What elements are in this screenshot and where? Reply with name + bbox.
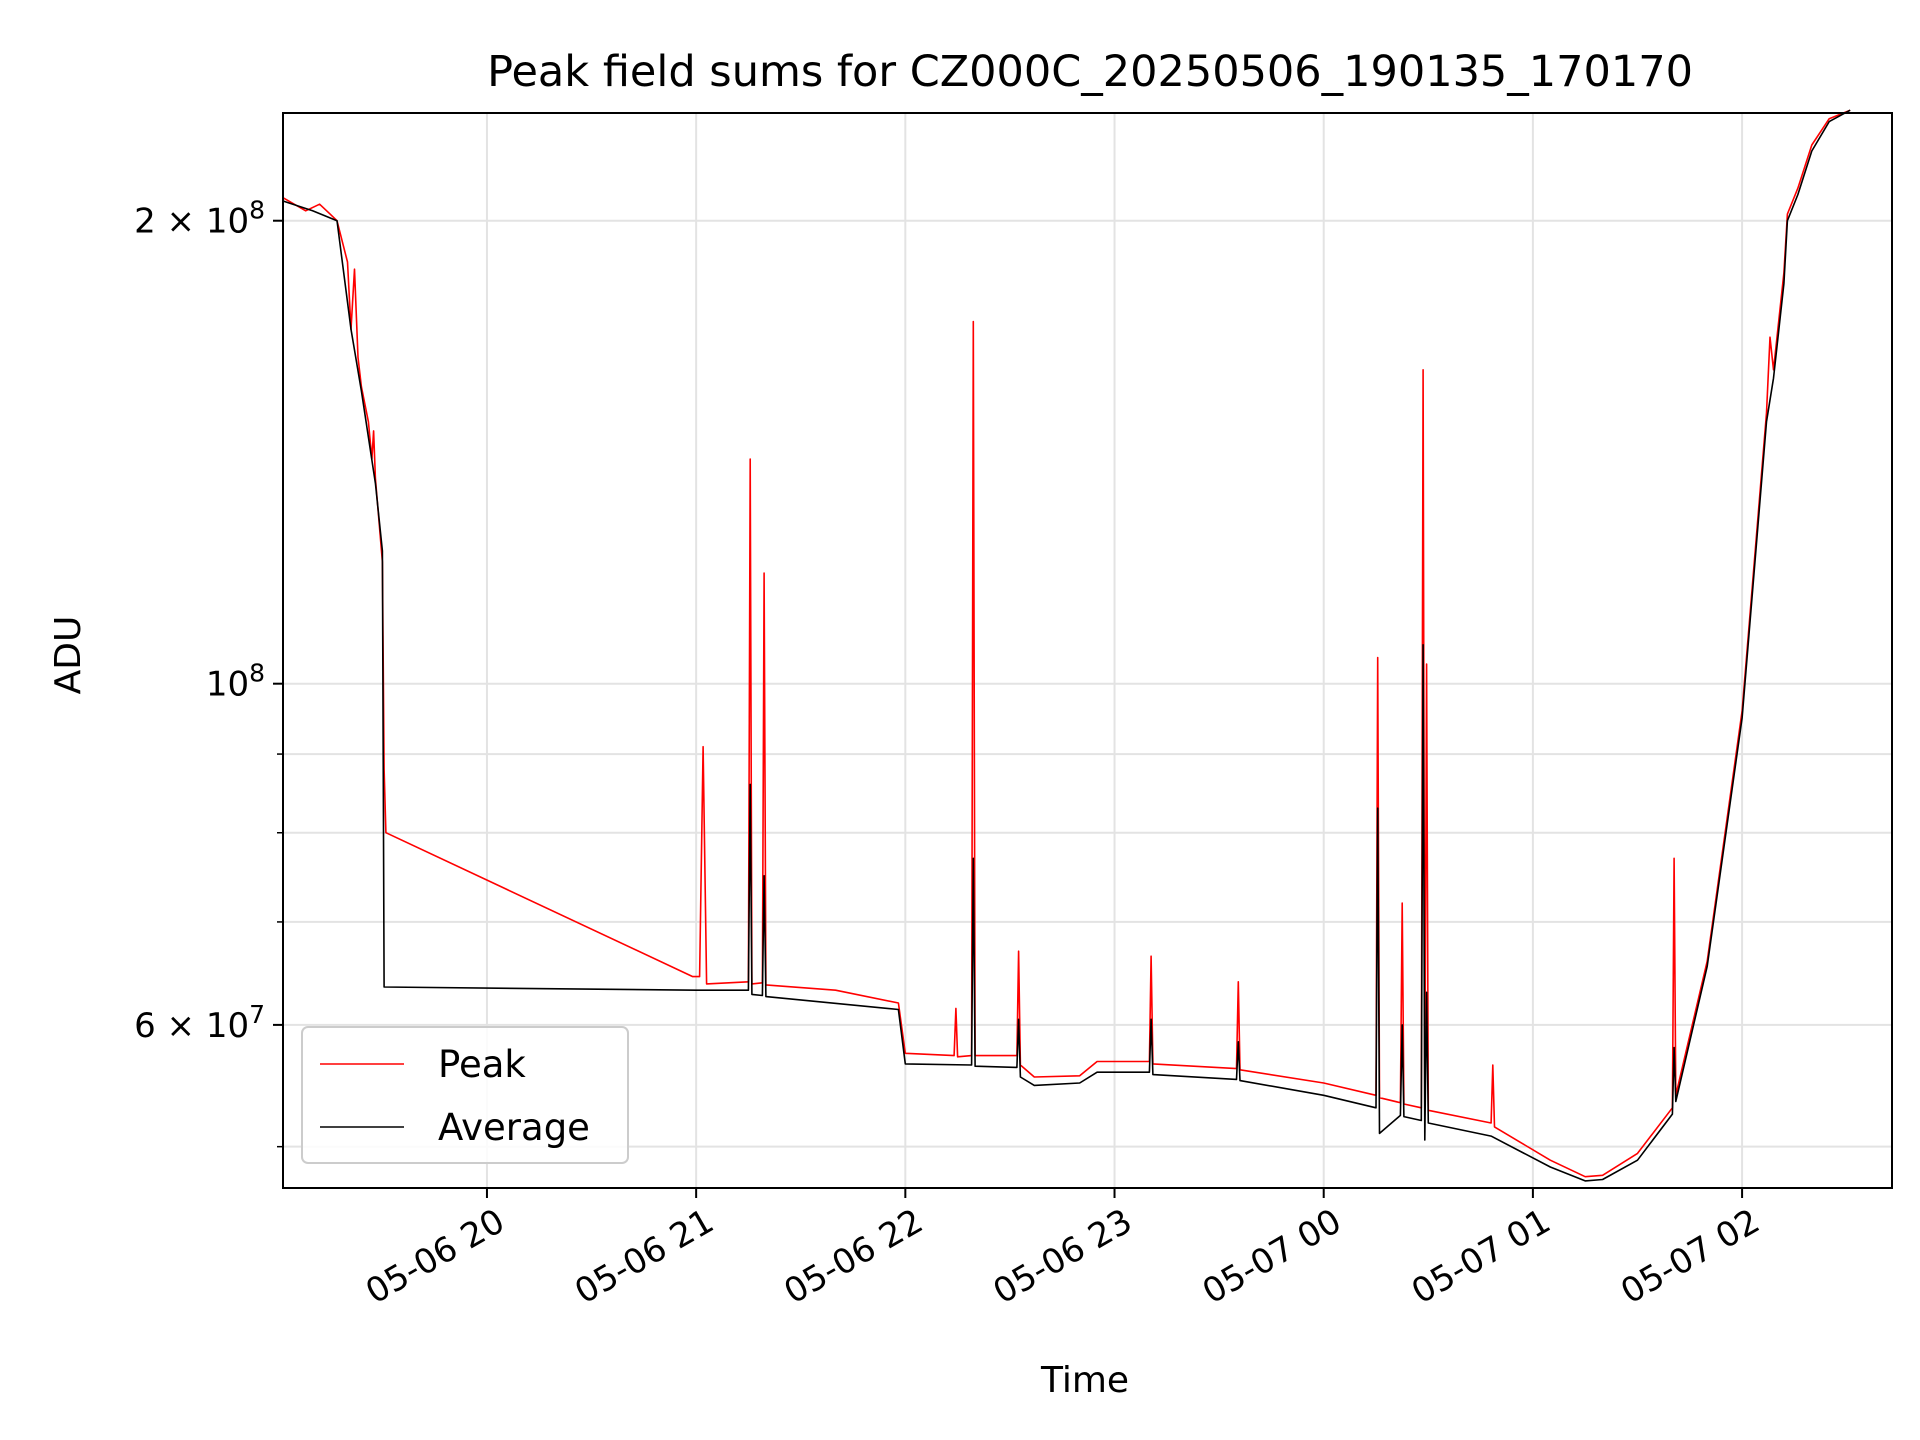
y-tick-label: 6 × 107 [134, 1000, 265, 1046]
y-tick-label-exponent: 8 [249, 659, 265, 688]
legend-label-peak: Peak [438, 1043, 526, 1086]
y-tick-label-exponent: 8 [249, 196, 265, 225]
y-tick-label: 108 [206, 659, 265, 705]
plot-frame [282, 112, 1893, 1189]
y-tick-label-exponent: 7 [249, 1000, 265, 1029]
y-tick-label: 2 × 108 [134, 196, 265, 242]
legend-box [301, 1026, 629, 1164]
x-axis-title: Time [1040, 1360, 1129, 1401]
y-tick-label-base: 2 × 10 [134, 202, 249, 242]
y-tick-label-base: 6 × 10 [134, 1006, 249, 1046]
series-line-average [282, 109, 1851, 1182]
legend: Peak Average [301, 1026, 629, 1164]
series-lines [282, 109, 1851, 1182]
y-axis-title: ADU [48, 616, 89, 695]
legend-label-average: Average [438, 1106, 590, 1149]
chart-title: Peak field sums for CZ000C_20250506_1901… [487, 47, 1693, 97]
y-tick-label-base: 10 [206, 665, 249, 705]
